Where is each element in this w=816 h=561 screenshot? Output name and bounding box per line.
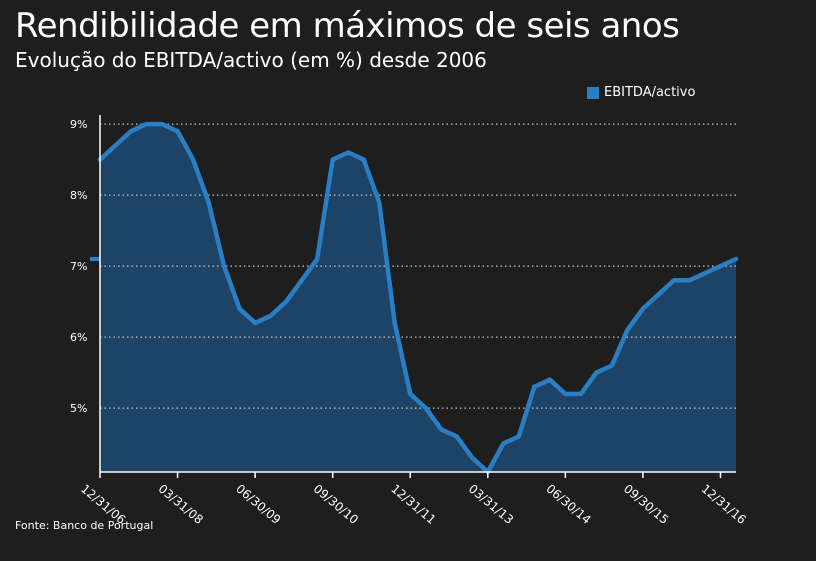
- legend: EBITDA/activo: [587, 85, 695, 100]
- y-tick-label: 5%: [70, 402, 87, 415]
- x-tick-label: 06/30/09: [233, 482, 283, 527]
- legend-swatch: [587, 86, 599, 99]
- x-tick-label: 03/31/13: [466, 482, 516, 527]
- x-tick-label: 09/30/15: [621, 482, 671, 527]
- series-area: [100, 124, 736, 472]
- x-tick-label: 12/31/16: [699, 482, 749, 527]
- series-line: [97, 121, 739, 475]
- x-tick-label: 12/31/11: [388, 482, 438, 527]
- x-tick-label: 06/30/14: [543, 482, 593, 527]
- y-tick-label: 7%: [70, 260, 87, 273]
- y-tick-label: 6%: [70, 331, 87, 344]
- source-note: Fonte: Banco de Portugal: [15, 519, 154, 532]
- x-tick-label: 03/31/08: [156, 482, 206, 527]
- x-tick-label: 09/30/10: [311, 482, 361, 527]
- chart-subtitle: Evolução do EBITDA/activo (em %) desde 2…: [15, 48, 487, 72]
- y-tick-label: 8%: [70, 189, 87, 202]
- y-tick-label: 9%: [70, 118, 87, 131]
- chart-title: Rendibilidade em máximos de seis anos: [15, 6, 680, 46]
- legend-label: EBITDA/activo: [604, 85, 696, 100]
